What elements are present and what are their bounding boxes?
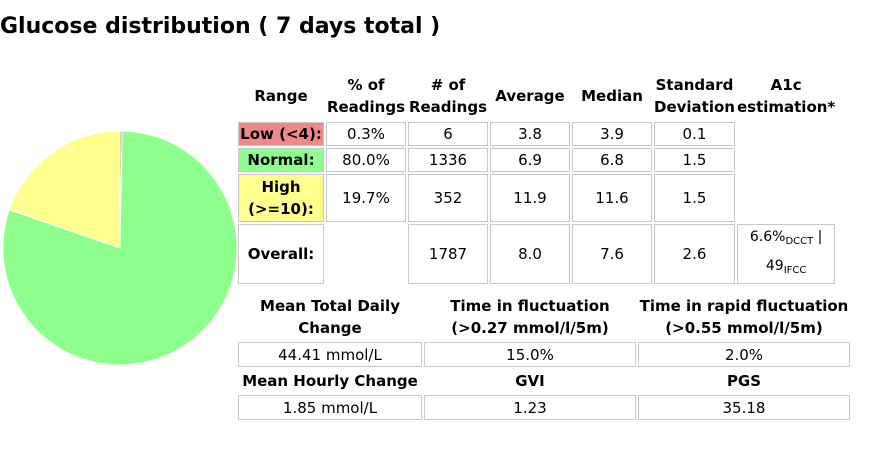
high-pct: 19.7% xyxy=(326,174,406,222)
fluctuation-values-row: 44.41 mmol/L 15.0% 2.0% xyxy=(238,342,850,367)
low-std: 0.1 xyxy=(654,122,735,146)
label-overall: Overall: xyxy=(238,224,324,284)
label-normal: Normal: xyxy=(238,148,324,172)
row-low: Low (<4): 0.3% 6 3.8 3.9 0.1 xyxy=(238,122,835,146)
normal-average: 6.9 xyxy=(490,148,570,172)
header-median: Median xyxy=(581,87,643,105)
header-mean-hourly-change: Mean Hourly Change xyxy=(242,372,418,390)
page-title: Glucose distribution ( 7 days total ) xyxy=(0,14,441,39)
gvi-value: 1.23 xyxy=(424,395,636,420)
normal-count: 1336 xyxy=(408,148,488,172)
row-overall: Overall: 1787 8.0 7.6 2.6 6.6%DCCT | 49IF… xyxy=(238,224,836,284)
label-high: High (>=10): xyxy=(238,174,324,222)
fluctuation-header-row: Mean Total Daily Change Time in fluctuati… xyxy=(238,294,850,340)
time-in-rapid-fluctuation-value: 2.0% xyxy=(638,342,850,367)
normal-median: 6.8 xyxy=(572,148,652,172)
high-average: 11.9 xyxy=(490,174,570,222)
stats-header-row: Range % of Readings # of Readings Average … xyxy=(238,72,835,120)
header-a1c: A1c estimation* xyxy=(736,76,836,116)
header-count: # of Readings xyxy=(408,76,488,116)
overall-count: 1787 xyxy=(408,224,488,284)
header-pgs: PGS xyxy=(726,372,762,390)
variability-values-row: 1.85 mmol/L 1.23 35.18 xyxy=(238,395,850,420)
header-range: Range xyxy=(254,87,308,105)
header-gvi: GVI xyxy=(515,372,545,390)
header-std: Standard Deviation xyxy=(654,76,735,116)
header-time-in-fluctuation: Time in fluctuation (>0.27 mmol/l/5m) xyxy=(450,297,610,337)
fluctuation-table: Mean Total Daily Change Time in fluctuati… xyxy=(236,292,852,422)
normal-std: 1.5 xyxy=(654,148,735,172)
overall-a1c-estimation: 6.6%DCCT | 49IFCC xyxy=(736,224,836,284)
overall-std: 2.6 xyxy=(654,224,735,284)
high-median: 11.6 xyxy=(572,174,652,222)
normal-pct: 80.0% xyxy=(326,148,406,172)
pgs-value: 35.18 xyxy=(638,395,850,420)
low-median: 3.9 xyxy=(572,122,652,146)
high-count: 352 xyxy=(408,174,488,222)
mean-total-daily-change-value: 44.41 mmol/L xyxy=(238,342,422,367)
pie-slice-high-10 xyxy=(8,130,121,249)
row-high: High (>=10): 19.7% 352 11.9 11.6 1.5 xyxy=(238,174,835,222)
low-count: 6 xyxy=(408,122,488,146)
mean-hourly-change-value: 1.85 mmol/L xyxy=(238,395,422,420)
low-pct: 0.3% xyxy=(326,122,406,146)
distribution-pie-chart xyxy=(2,130,238,366)
overall-median: 7.6 xyxy=(572,224,652,284)
label-low: Low (<4): xyxy=(238,122,324,146)
overall-average: 8.0 xyxy=(490,224,570,284)
header-average: Average xyxy=(495,87,565,105)
row-normal: Normal: 80.0% 1336 6.9 6.8 1.5 xyxy=(238,148,835,172)
header-time-in-rapid-fluctuation: Time in rapid fluctuation (>0.55 mmol/l/5… xyxy=(639,297,849,337)
high-std: 1.5 xyxy=(654,174,735,222)
header-percent: % of Readings xyxy=(326,76,406,116)
header-mean-total-daily-change: Mean Total Daily Change xyxy=(260,297,400,337)
glucose-stats-table: Range % of Readings # of Readings Average … xyxy=(236,70,837,286)
time-in-fluctuation-value: 15.0% xyxy=(424,342,636,367)
low-average: 3.8 xyxy=(490,122,570,146)
variability-header-row: Mean Hourly Change GVI PGS xyxy=(238,369,850,393)
